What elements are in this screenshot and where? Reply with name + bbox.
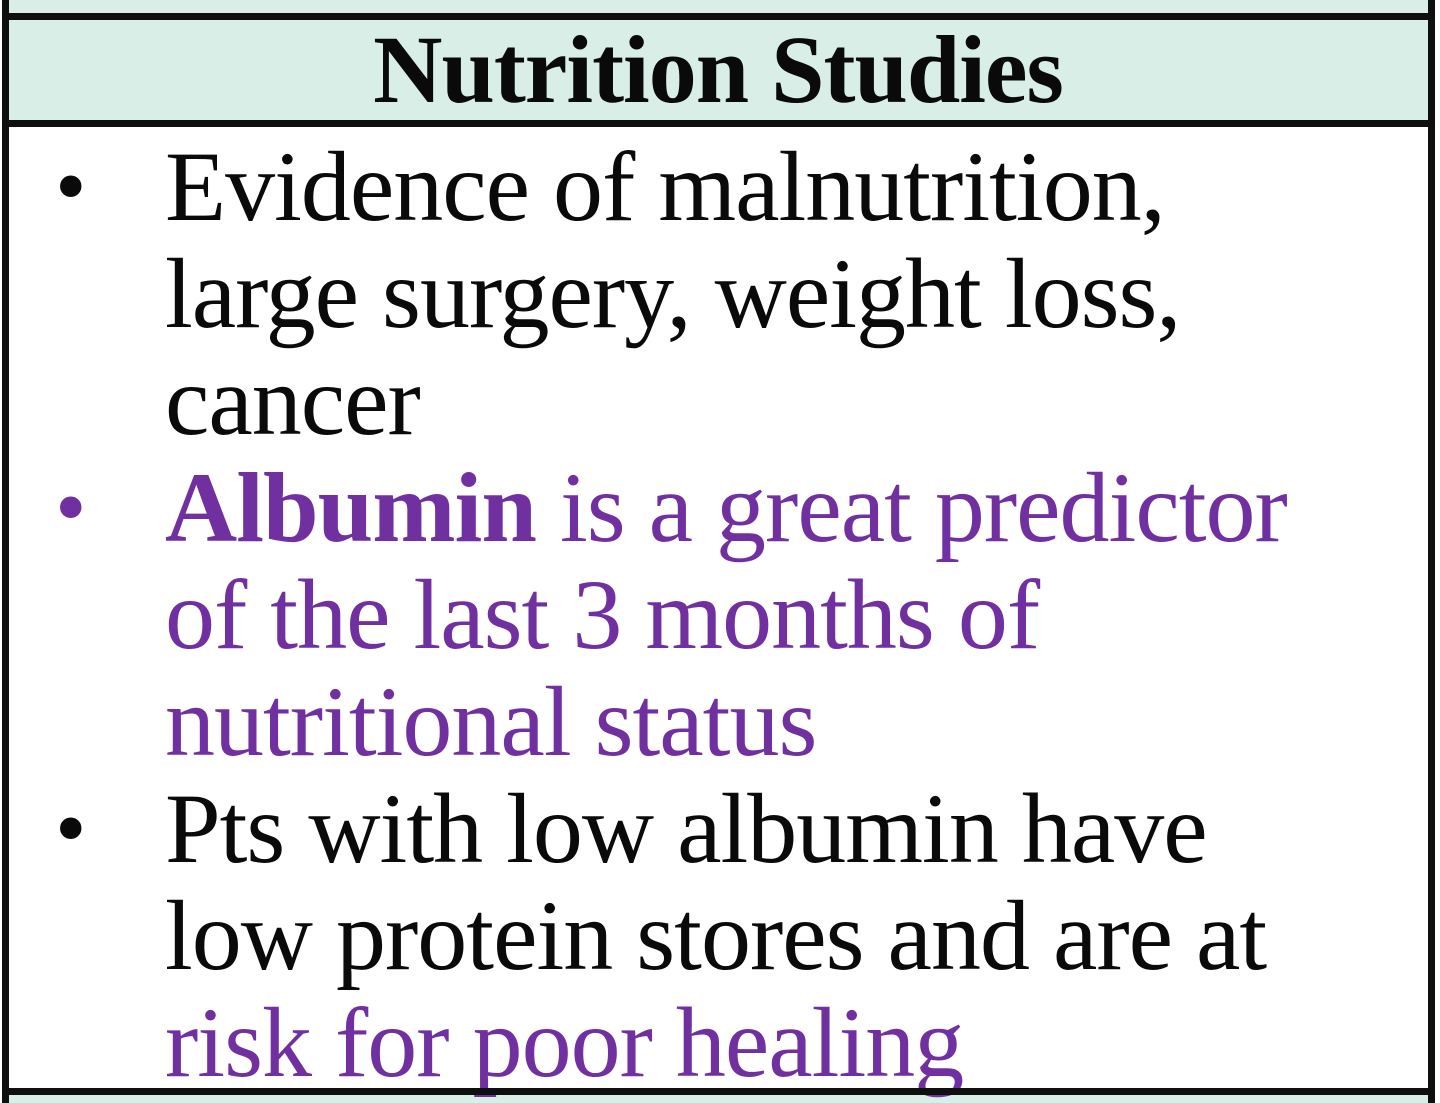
page-title: Nutrition Studies — [373, 16, 1064, 123]
list-item-text: Evidence of malnutrition, large surgery,… — [165, 131, 1181, 456]
list-item-text: is a great predictor of the last 3 month… — [165, 452, 1288, 777]
list-item-text-highlight: risk for poor healing — [165, 987, 964, 1098]
table-border-top — [2, 13, 1434, 20]
list-item-albumin: • Albumin is a great predictor of the las… — [8, 454, 1428, 775]
bullet-icon: • — [55, 137, 87, 236]
table-border-right — [1428, 0, 1435, 1103]
list-item-text: Pts with low albumin have low protein st… — [165, 773, 1267, 991]
table-border-bottom — [2, 1088, 1434, 1095]
adjacent-row-bottom-sliver — [8, 1095, 1428, 1103]
list-item-malnutrition: • Evidence of malnutrition, large surgery… — [8, 133, 1428, 454]
list-item-low-albumin-risk: • Pts with low albumin have low protein s… — [8, 775, 1428, 1096]
bullet-icon: • — [55, 458, 87, 557]
table-border-under-header — [2, 120, 1434, 127]
adjacent-row-top-sliver — [8, 0, 1428, 13]
table-body-cell: • Evidence of malnutrition, large surgery… — [8, 127, 1428, 1096]
list-item-text-emphasis: Albumin — [165, 452, 537, 563]
table-header-cell: Nutrition Studies — [8, 20, 1428, 120]
bullet-icon: • — [55, 779, 87, 878]
table-border-left — [2, 0, 9, 1103]
